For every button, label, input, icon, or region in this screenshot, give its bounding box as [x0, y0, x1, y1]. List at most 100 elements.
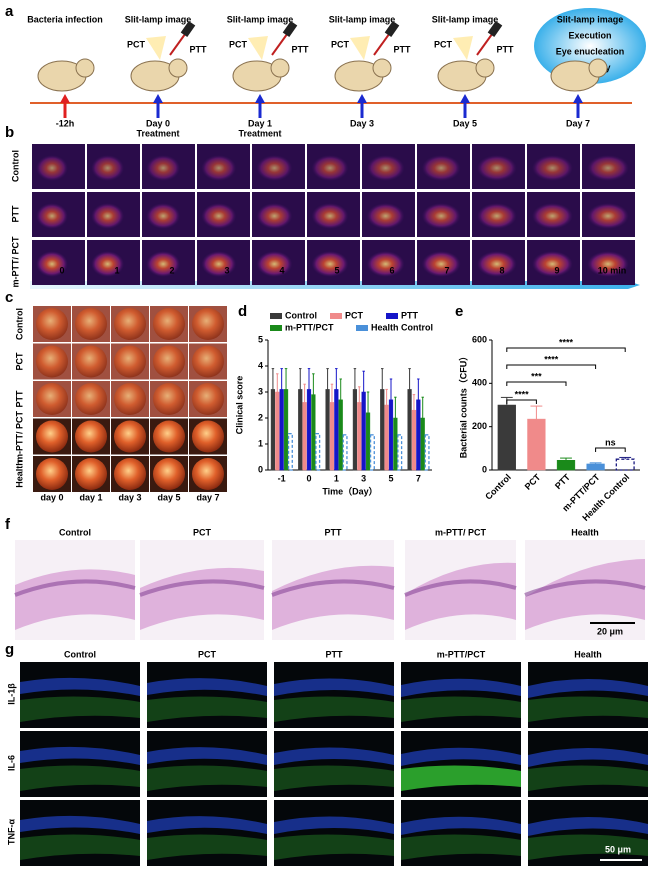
- legend-label: Health Control: [371, 322, 433, 332]
- fluorescence-image: [147, 800, 267, 866]
- column-label: day 7: [196, 492, 219, 502]
- row-label: PCT: [14, 352, 24, 371]
- eye: [75, 383, 107, 415]
- step-label: Slit-lamp image: [432, 14, 499, 24]
- y-axis-label: Bacterial counts（CFU）: [458, 352, 468, 459]
- column-label: day 0: [40, 492, 63, 502]
- cloud-line: Slit-lamp image: [557, 14, 624, 24]
- eye: [153, 383, 185, 415]
- x-tick-label: 0: [306, 473, 311, 483]
- thermal-spot: [36, 155, 68, 181]
- nuclei-band: [147, 747, 267, 765]
- row-label: Control: [10, 150, 20, 182]
- thermal-spot: [531, 251, 573, 277]
- sig-bracket: [506, 347, 626, 352]
- thermal-spot: [366, 203, 405, 229]
- bar: [352, 389, 358, 471]
- eye: [114, 383, 146, 415]
- thermal-spot: [146, 203, 181, 229]
- x-tick-label: -1: [278, 473, 286, 483]
- fluorescence-image: [528, 800, 648, 866]
- legend-swatch: [356, 325, 368, 331]
- x-tick-label: 5: [388, 473, 393, 483]
- bar: [270, 389, 276, 471]
- eye: [114, 420, 146, 453]
- timepoint: Day 7: [566, 118, 590, 128]
- eye: [114, 458, 146, 490]
- bar: [407, 389, 412, 471]
- legend-swatch: [270, 325, 282, 331]
- fluorescence-image: [147, 662, 267, 728]
- y-axis-label: Clinical score: [234, 376, 244, 435]
- arrow-head: [153, 94, 163, 103]
- y-tick-label: 600: [472, 334, 487, 344]
- fluorescence-image: [20, 731, 140, 797]
- bar: [306, 389, 312, 471]
- sig-label: ns: [605, 437, 616, 447]
- bar: [334, 389, 339, 471]
- mouse-head: [588, 58, 608, 78]
- mouse-head: [372, 58, 392, 78]
- mouse-head: [475, 58, 495, 78]
- column-title: PCT: [193, 527, 212, 537]
- thermal-spot: [146, 155, 181, 181]
- bar: [357, 402, 362, 471]
- device-label: PTT: [292, 44, 310, 54]
- scale-label: 20 μm: [597, 626, 623, 636]
- device-label: PTT: [497, 44, 515, 54]
- bar: [380, 389, 385, 471]
- thermal-spot: [201, 251, 237, 277]
- arrow-head: [60, 94, 70, 103]
- timepoint: -12h: [56, 118, 75, 128]
- panel-label: f: [5, 516, 11, 533]
- thermal-spot: [311, 203, 349, 229]
- thermal-spot: [201, 155, 237, 181]
- bar: [586, 463, 605, 471]
- tissue-layer: [524, 579, 646, 597]
- column-label: day 1: [79, 492, 102, 502]
- y-tick-label: 4: [258, 360, 263, 370]
- time-label: 10 min: [598, 265, 627, 275]
- lamp-body: [180, 20, 196, 38]
- sig-bracket: [506, 381, 567, 386]
- x-axis-label: Time（Day）: [322, 486, 377, 496]
- time-label: 1: [114, 265, 119, 275]
- y-tick-label: 0: [258, 464, 263, 474]
- signal-band: [401, 765, 521, 791]
- light-beam: [350, 36, 370, 60]
- thermal-spot: [256, 251, 293, 277]
- bar: [420, 417, 425, 471]
- signal-band: [20, 696, 140, 722]
- row-label: PTT: [14, 390, 24, 408]
- time-label: 9: [554, 265, 559, 275]
- nuclei-band: [20, 677, 140, 696]
- fluorescence-image: [274, 731, 394, 797]
- scale-label: 50 μm: [605, 844, 631, 854]
- row-label: PTT: [10, 205, 20, 223]
- eye: [153, 308, 185, 340]
- thermal-spot: [311, 155, 349, 181]
- arrow-head: [357, 94, 367, 103]
- sig-label: ***: [531, 371, 542, 381]
- sig-label: ****: [544, 354, 559, 364]
- eye: [192, 420, 224, 453]
- thermal-spot: [531, 155, 573, 181]
- fluorescence-image: [401, 800, 521, 866]
- tissue-layer: [14, 579, 136, 597]
- timepoint: Day 0: [146, 118, 170, 128]
- tissue-layer: [404, 579, 517, 597]
- legend-label: m-PTT/PCT: [285, 322, 334, 332]
- row-label: m-PTT/ PCT: [10, 236, 20, 288]
- time-label: 8: [499, 265, 504, 275]
- sig-label: ****: [559, 337, 574, 347]
- y-tick-label: 2: [258, 412, 263, 422]
- y-tick-label: 400: [472, 378, 487, 388]
- timepoint: Day 1: [248, 118, 272, 128]
- x-tick-label: 3: [361, 473, 366, 483]
- bar: [361, 391, 366, 471]
- eye: [36, 458, 68, 490]
- y-tick-label: 1: [258, 438, 263, 448]
- thermal-spot: [201, 203, 237, 229]
- device-label: PCT: [331, 39, 350, 49]
